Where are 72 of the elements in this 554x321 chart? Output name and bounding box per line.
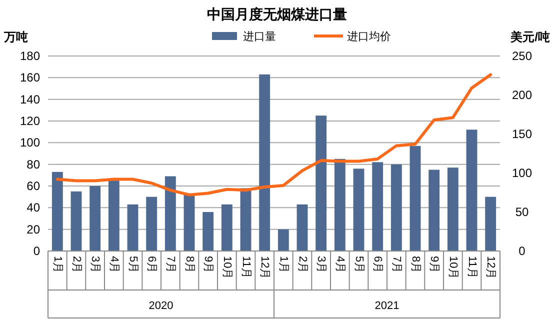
line-series [56,73,492,196]
y2-tick-label: 200 [512,88,532,102]
x-tick-label: 11月 [240,256,252,278]
y-tick-label: 180 [20,49,40,63]
bar [372,162,384,251]
text: 2021 [374,300,400,312]
x-tick-label: 6月 [146,256,158,274]
bar [90,186,101,251]
x-tick-label: 5月 [352,256,365,274]
x-tick-label: 7月 [164,256,177,274]
bar [278,229,289,251]
y2-tick-label: 0 [518,244,526,258]
bar [334,158,346,251]
x-tick-label: 2月 [70,256,82,274]
chart-title: 中国月度无烟煤进口量 [207,6,347,22]
x-tick-label: 8月 [409,256,422,274]
bar [164,176,176,251]
y2-tick-label: 100 [512,166,532,180]
x-tick-label: 3月 [315,256,328,274]
bar [466,130,478,251]
bar [184,194,195,251]
bar [202,212,214,251]
bar [485,196,496,251]
bar [240,188,252,251]
y-tick-label: 0 [33,244,40,258]
x-tick-label: 3月 [89,256,102,274]
x-tick-label: 11月 [466,256,478,278]
x-tick-label: 12月 [258,256,271,280]
bar [390,164,402,251]
x-tick-label: 5月 [126,256,139,274]
x-tick-label: 10月 [447,256,460,280]
y-tick-label: 140 [20,92,40,106]
x-tick-label: 9月 [202,256,214,274]
x-tick-label: 9月 [428,256,440,274]
text: 2020 [148,300,174,312]
x-tick-label: 6月 [372,256,384,274]
x-tick-label: 1月 [278,256,290,274]
bar [146,196,158,251]
y-tick-label: 100 [20,136,40,150]
bar [221,204,232,251]
bar [259,74,270,251]
bar [127,204,138,251]
bar [410,146,421,251]
y-tick-label: 60 [26,179,40,193]
y-tick-label: 40 [26,200,40,215]
y2-axis-title: 美元/吨 [510,30,550,44]
legend-label: 进口量 [243,30,276,43]
y2-tick-label: 250 [512,49,532,63]
bar [316,116,327,251]
y-tick-label: 160 [20,70,40,85]
bar [296,204,308,251]
x-tick-label: 10月 [221,256,234,280]
bar [108,180,120,251]
x-tick-label: 4月 [108,256,120,274]
y-tick-label: 80 [26,157,40,172]
x-tick-label: 1月 [52,256,64,274]
y2-tick-label: 150 [512,127,532,141]
bar [447,168,458,251]
bar [428,170,440,251]
x-tick-label: 2月 [296,256,308,274]
bar [52,172,63,251]
x-tick-label: 7月 [390,256,403,274]
y2-tick-label: 50 [515,205,529,219]
x-tick-label: 4月 [334,256,346,274]
x-tick-label: 8月 [183,256,196,274]
x-tick-label: 12月 [484,256,497,280]
legend-label: 进口均价 [347,30,391,43]
y-axis-title: 万吨 [3,30,28,44]
y-tick-label: 120 [20,114,40,128]
bar [353,168,364,251]
bar [70,191,82,251]
y-tick-label: 20 [26,222,40,236]
